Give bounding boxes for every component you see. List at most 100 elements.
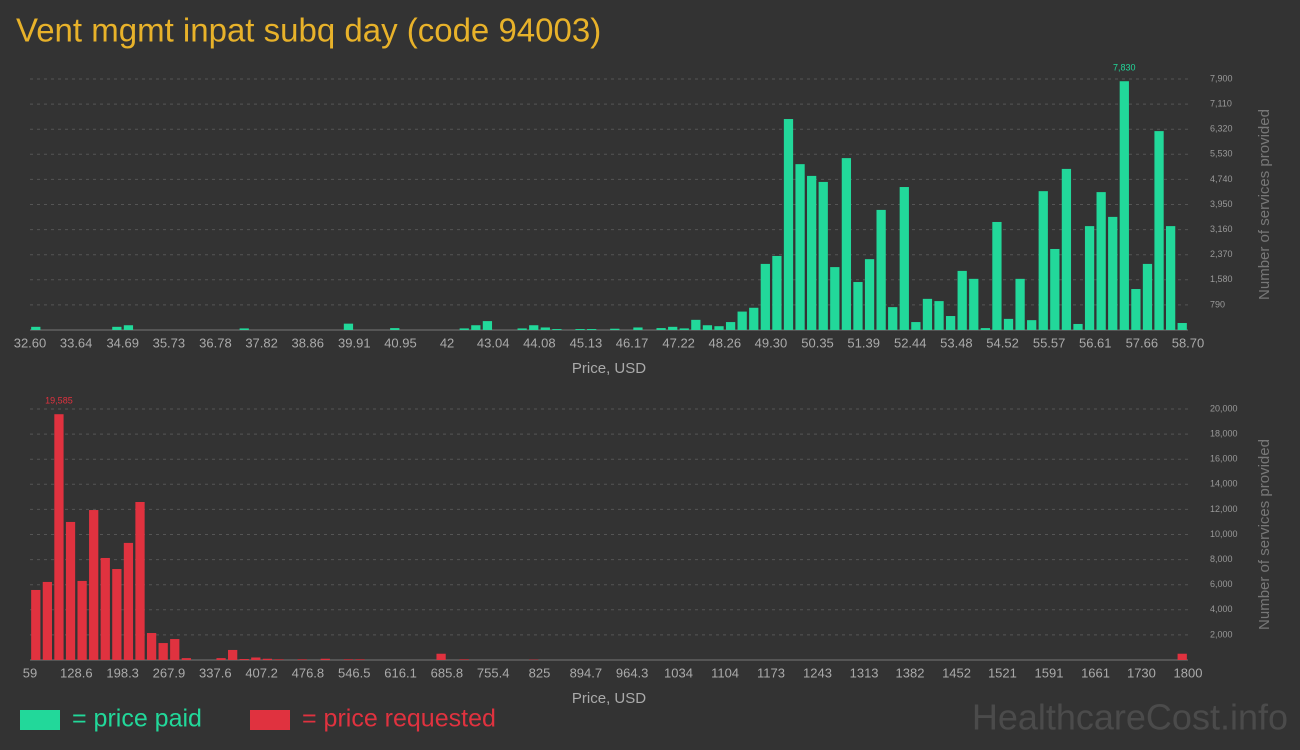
legend-swatch <box>250 710 290 730</box>
bar <box>656 328 666 330</box>
y-tick-label: 6,320 <box>1210 124 1233 134</box>
y-tick-label: 12,000 <box>1210 504 1238 514</box>
bar <box>830 267 840 330</box>
watermark: HealthcareCost.info <box>972 697 1288 738</box>
bar <box>320 658 330 660</box>
bar <box>586 329 597 330</box>
bar <box>31 589 41 660</box>
bar <box>1142 263 1153 330</box>
y-tick-label: 7,900 <box>1210 73 1233 83</box>
y-tick-label: 4,740 <box>1210 174 1233 184</box>
bar <box>633 327 643 330</box>
bar <box>679 328 689 330</box>
x-tick-label: 1730 <box>1127 665 1156 680</box>
x-tick-label: 48.26 <box>709 335 742 350</box>
x-tick-label: 35.73 <box>153 335 186 350</box>
bar <box>818 181 828 330</box>
bar <box>795 164 805 330</box>
bar <box>1177 653 1187 660</box>
y-tick-label: 3,950 <box>1210 199 1233 209</box>
bar <box>980 328 990 330</box>
x-tick-label: 546.5 <box>338 665 371 680</box>
x-tick-label: 1173 <box>757 665 785 680</box>
bar <box>436 653 446 660</box>
bar <box>390 328 400 330</box>
x-tick-label: 45.13 <box>570 335 603 350</box>
x-tick-label: 476.8 <box>292 665 325 680</box>
bar <box>239 658 249 660</box>
x-tick-label: 685.8 <box>431 665 464 680</box>
x-tick-label: 37.82 <box>245 335 278 350</box>
bar <box>89 510 99 660</box>
bar <box>123 542 134 660</box>
x-tick-label: 52.44 <box>894 335 927 350</box>
x-tick-label: 1452 <box>942 665 971 680</box>
x-tick-label: 32.60 <box>14 335 47 350</box>
bar <box>1096 192 1106 330</box>
bar <box>65 521 76 660</box>
y-tick-label: 790 <box>1210 299 1225 309</box>
bar <box>772 255 782 330</box>
x-tick-label: 51.39 <box>847 335 880 350</box>
bar <box>1061 168 1072 330</box>
y-tick-label: 2,370 <box>1210 249 1233 259</box>
bar <box>969 278 979 330</box>
bar <box>957 270 967 330</box>
bar <box>158 643 168 660</box>
bar <box>297 659 307 660</box>
y-tick-label: 14,000 <box>1210 479 1238 489</box>
x-tick-label: 38.86 <box>291 335 324 350</box>
bar <box>1108 216 1118 330</box>
x-tick-label: 1034 <box>664 665 693 680</box>
y-tick-label: 20,000 <box>1210 403 1238 413</box>
y-tick-label: 16,000 <box>1210 454 1238 464</box>
value-label: 19,585 <box>45 396 73 406</box>
x-tick-label: 36.78 <box>199 335 232 350</box>
x-tick-label: 47.22 <box>662 335 695 350</box>
bar <box>100 557 110 660</box>
x-tick-label: 46.17 <box>616 335 649 350</box>
bar <box>691 319 701 330</box>
bar <box>1003 318 1014 330</box>
x-tick-label: 1243 <box>803 665 832 680</box>
bar <box>1119 81 1129 330</box>
x-tick-label: 55.57 <box>1033 335 1066 350</box>
legend-swatch <box>20 710 60 730</box>
y-axis-title: Number of services provided <box>1256 439 1273 630</box>
bar <box>876 209 886 330</box>
bar <box>888 307 898 330</box>
x-tick-label: 43.04 <box>477 335 510 350</box>
bar <box>1165 226 1176 330</box>
bar <box>31 326 41 330</box>
x-tick-label: 337.6 <box>199 665 232 680</box>
bar <box>529 325 539 330</box>
bar <box>610 328 620 330</box>
bar <box>911 322 921 330</box>
bar <box>471 325 481 330</box>
bar <box>922 298 933 330</box>
y-axis-title: Number of services provided <box>1256 109 1273 300</box>
bar <box>575 329 585 330</box>
bar <box>77 580 87 660</box>
x-tick-label: 1104 <box>711 665 739 680</box>
bar <box>737 311 747 330</box>
x-tick-label: 1313 <box>850 665 879 680</box>
bar <box>170 639 180 660</box>
x-tick-label: 128.6 <box>60 665 93 680</box>
x-tick-label: 44.08 <box>523 335 556 350</box>
x-tick-label: 54.52 <box>986 335 1019 350</box>
x-tick-label: 1591 <box>1035 665 1064 680</box>
bar <box>725 322 736 330</box>
x-tick-label: 58.70 <box>1172 335 1205 350</box>
bar <box>702 325 713 330</box>
x-tick-label: 39.91 <box>338 335 371 350</box>
bar <box>1050 248 1060 330</box>
x-tick-label: 198.3 <box>106 665 139 680</box>
y-tick-label: 10,000 <box>1210 529 1238 539</box>
x-tick-label: 825 <box>529 665 551 680</box>
bar <box>1084 226 1095 330</box>
bar <box>343 659 354 660</box>
bar <box>262 658 273 660</box>
y-tick-label: 18,000 <box>1210 428 1238 438</box>
